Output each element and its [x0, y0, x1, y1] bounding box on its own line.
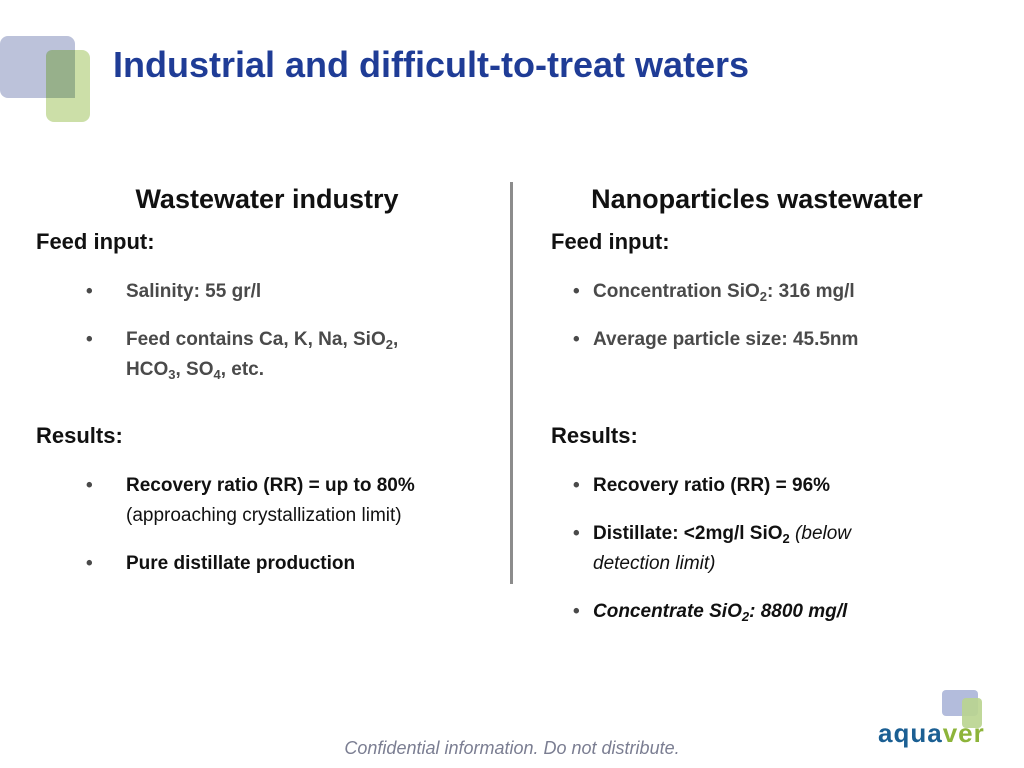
logo-green-square [962, 698, 982, 728]
list-item-text: , SO [175, 359, 214, 380]
list-item-text: , etc. [220, 359, 265, 380]
list-item: • Recovery ratio (RR) = up to 80% (appro… [36, 471, 506, 531]
column-divider [510, 182, 513, 584]
list-item-text: Recovery ratio (RR) = 96% [593, 475, 831, 496]
logo-text-ver: ver [942, 718, 985, 748]
list-item-text: HCO [126, 359, 169, 380]
list-item-text: Recovery ratio (RR) = up to 80% [126, 475, 415, 496]
subscript: 4 [213, 367, 221, 382]
subscript: 2 [741, 609, 750, 624]
bullet-icon: • [86, 329, 93, 350]
list-item-text: : 316 mg/l [767, 281, 855, 302]
feed-input-label: Feed input: [36, 229, 155, 254]
list-item-text: Pure distillate production [126, 553, 356, 574]
logo-text-aqua: aqua [878, 718, 943, 748]
feed-input-list: • Salinity: 55 gr/l • Feed contains Ca, … [36, 277, 506, 385]
list-item-note: (approaching crystallization limit) [126, 505, 402, 526]
bullet-icon: • [573, 601, 580, 622]
subscript: 2 [385, 337, 393, 352]
list-item: • Concentration SiO2: 316 mg/l [551, 277, 991, 307]
bullet-icon: • [573, 475, 580, 496]
list-item-text: : 8800 mg/l [749, 601, 848, 622]
list-item: • Concentrate SiO2: 8800 mg/l [551, 597, 991, 627]
list-item: • Average particle size: 45.5nm [551, 325, 991, 355]
bullet-icon: • [86, 281, 93, 302]
logo-wordmark: aquaver [878, 718, 985, 749]
results-list: • Recovery ratio (RR) = 96% • Distillate… [551, 471, 991, 627]
aquaver-logo: aquaver [876, 690, 1016, 750]
list-item-text: Concentration SiO [593, 281, 760, 302]
overlap-square-decoration [46, 50, 75, 98]
list-item-note: detection limit) [593, 553, 716, 574]
bullet-icon: • [573, 281, 580, 302]
list-item-text: Concentrate SiO [593, 601, 742, 622]
feed-input-label: Feed input: [551, 229, 670, 254]
bullet-icon: • [573, 329, 580, 350]
list-item: • Distillate: <2mg/l SiO2 (below detecti… [551, 519, 991, 579]
feed-input-list: • Concentration SiO2: 316 mg/l • Average… [551, 277, 991, 355]
bullet-icon: • [86, 553, 93, 574]
bullet-icon: • [86, 475, 93, 496]
column-heading: Nanoparticles wastewater [591, 184, 923, 214]
list-item: • Recovery ratio (RR) = 96% [551, 471, 991, 501]
results-label: Results: [551, 423, 638, 448]
subscript: 2 [782, 531, 790, 546]
subscript: 3 [168, 367, 176, 382]
bullet-icon: • [573, 523, 580, 544]
results-label: Results: [36, 423, 123, 448]
column-nanoparticles-wastewater: Nanoparticles wastewater Feed input: • C… [551, 184, 991, 627]
column-wastewater-industry: Wastewater industry Feed input: • Salini… [36, 184, 506, 579]
list-item-text: Distillate: <2mg/l SiO [593, 523, 783, 544]
corner-logo-squares [0, 36, 100, 126]
list-item-text: , [392, 329, 399, 350]
slide-title: Industrial and difficult-to-treat waters [113, 44, 750, 85]
results-list: • Recovery ratio (RR) = up to 80% (appro… [36, 471, 506, 579]
list-item: • Feed contains Ca, K, Na, SiO2, HCO3, S… [36, 325, 506, 385]
list-item-text: Salinity: 55 gr/l [126, 281, 262, 302]
confidential-footer: Confidential information. Do not distrib… [344, 738, 680, 758]
list-item-text: Average particle size: 45.5nm [593, 329, 859, 350]
list-item: • Salinity: 55 gr/l [36, 277, 506, 307]
list-item-note: (below [789, 523, 852, 544]
subscript: 2 [759, 289, 768, 304]
list-item-text: Feed contains Ca, K, Na, SiO [126, 329, 386, 350]
column-heading: Wastewater industry [135, 184, 399, 214]
list-item: • Pure distillate production [36, 549, 506, 579]
